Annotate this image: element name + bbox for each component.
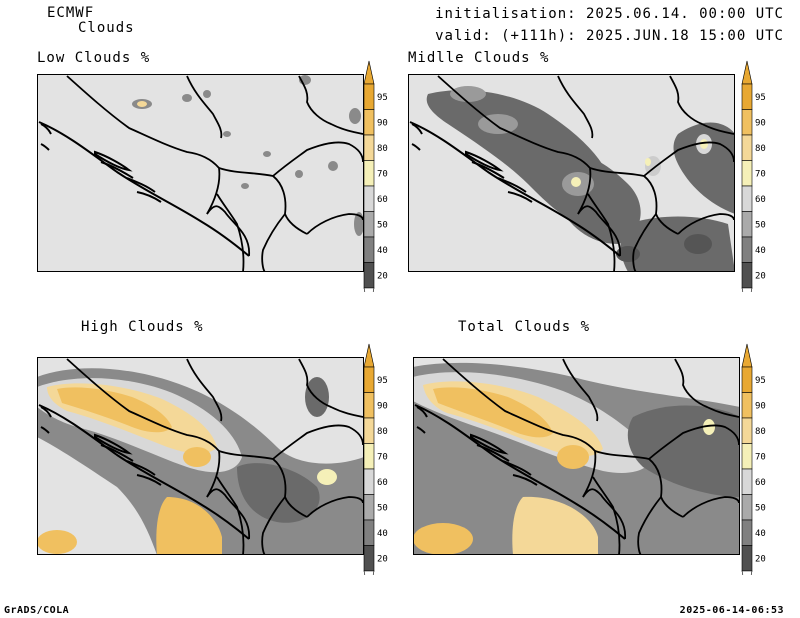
colorbar-level-label: 70 [377,169,388,179]
colorbar-segment [741,366,753,393]
colorbar-segment [741,134,753,161]
colorbar-level-label: 80 [377,144,388,154]
colorbar-segment [741,494,753,521]
colorbar-level-label: 95 [755,93,766,103]
colorbar-total: 95 90 80 70 60 50 40 20 [741,343,766,575]
panel-title-total: Total Clouds % [458,319,591,335]
colorbar-segment [741,236,753,263]
colorbar-segment [363,443,375,470]
panel-title-high: High Clouds % [81,319,204,335]
colorbar-segment [363,134,375,161]
colorbar-segment [741,160,753,187]
colorbar-level-label: 50 [377,503,388,513]
colorbar-segment [741,83,753,110]
cloud-field-low [132,75,364,236]
colorbar-level-label: 95 [755,376,766,386]
colorbar-level-label: 20 [755,271,766,281]
colorbar-bottom-arrow [741,287,753,292]
colorbar-top-arrow [363,60,375,85]
colorbar-segment [741,519,753,546]
colorbar-level-label: 70 [377,452,388,462]
colorbar-segment [363,109,375,136]
colorbar-segment [363,262,375,289]
colorbar-level-label: 60 [377,195,388,205]
colorbar-level-label: 90 [377,401,388,411]
map-frame [408,74,735,272]
colorbar-level-label: 20 [377,271,388,281]
colorbar-level-label: 40 [755,246,766,256]
colorbar-segment [741,468,753,495]
panel-title-mid: Midlle Clouds % [408,50,550,66]
colorbar-top-arrow [363,343,375,368]
colorbar-level-label: 95 [377,376,388,386]
colorbar-segment [741,392,753,419]
colorbar-level-label: 80 [755,427,766,437]
colorbar-level-label: 40 [377,529,388,539]
colorbar-segment [741,109,753,136]
map-total-clouds [413,357,740,555]
colorbar-segment [741,417,753,444]
map-high-clouds [37,357,364,555]
colorbar-segment [741,262,753,289]
colorbar-bottom-arrow [363,570,375,575]
footer-timestamp: 2025-06-14-06:53 [679,605,784,616]
colorbar-level-label: 40 [755,529,766,539]
valid-time: valid: (+111h): 2025.JUN.18 15:00 UTC [435,28,784,44]
colorbar-segment [741,545,753,572]
colorbar-segment [363,83,375,110]
map-background [37,74,364,272]
colorbar-level-label: 70 [755,169,766,179]
colorbar-level-label: 80 [377,427,388,437]
colorbar-top-arrow [741,343,753,368]
colorbar-level-label: 60 [755,478,766,488]
colorbar-segment [363,366,375,393]
footer-software: GrADS/COLA [4,605,70,616]
map-frame [37,74,364,272]
colorbar-level-label: 60 [377,478,388,488]
colorbar-level-label: 40 [377,246,388,256]
colorbar-segment [363,211,375,238]
colorbar-high: 95 90 80 70 60 50 40 20 [363,343,388,575]
colorbar-bottom-arrow [363,287,375,292]
colorbar-level-label: 50 [755,503,766,513]
colorbar-segment [363,160,375,187]
header-model-block: ECMWF Clouds [47,6,135,36]
colorbar-segment [363,236,375,263]
colorbar-low: 95 90 80 70 60 50 40 20 [363,60,388,292]
map-middle-clouds [408,74,735,272]
colorbar-segment [741,185,753,212]
colorbar-segment [363,185,375,212]
colorbar-level-label: 80 [755,144,766,154]
colorbar-middle: 95 90 80 70 60 50 40 20 [741,60,766,292]
colorbar-segment [363,417,375,444]
init-time: initialisation: 2025.06.14. 00:00 UTC [435,6,784,22]
colorbar-segment [363,494,375,521]
colorbar-segment [741,211,753,238]
colorbar-level-label: 50 [755,220,766,230]
cloud-field-high [37,368,364,555]
colorbar-level-label: 20 [755,554,766,564]
panel-title-low: Low Clouds % [37,50,151,66]
colorbar-level-label: 95 [377,93,388,103]
map-frame [37,357,364,555]
field-name: Clouds [78,20,135,36]
model-name: ECMWF [47,5,95,21]
colorbar-level-label: 90 [755,118,766,128]
colorbar-bottom-arrow [741,570,753,575]
colorbar-level-label: 90 [755,401,766,411]
colorbar-level-label: 90 [377,118,388,128]
colorbar-segment [363,545,375,572]
colorbar-segment [363,468,375,495]
colorbar-level-label: 50 [377,220,388,230]
colorbar-level-label: 70 [755,452,766,462]
colorbar-top-arrow [741,60,753,85]
map-frame [413,357,740,555]
colorbar-level-label: 20 [377,554,388,564]
colorbar-segment [363,392,375,419]
map-low-clouds [37,74,364,272]
colorbar-segment [363,519,375,546]
colorbar-level-label: 60 [755,195,766,205]
colorbar-segment [741,443,753,470]
